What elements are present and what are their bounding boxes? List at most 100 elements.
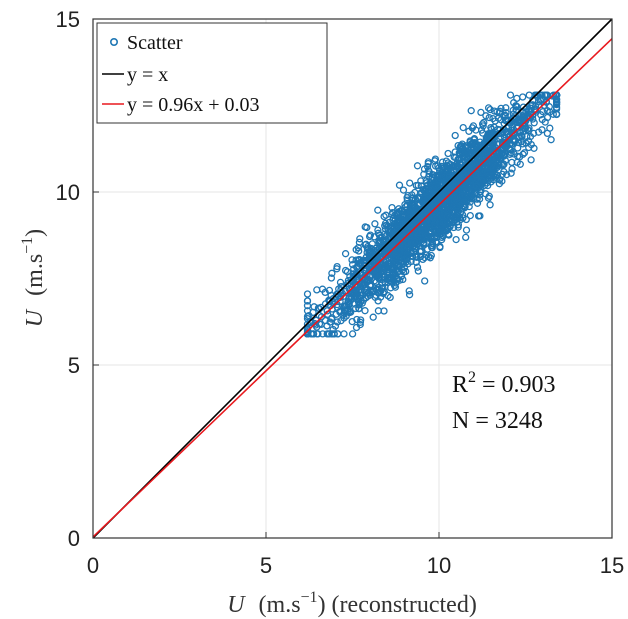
- scatter-point: [350, 290, 358, 298]
- x-tick-labels: 0 5 10 15: [87, 532, 624, 578]
- scatter-point: [413, 263, 422, 271]
- scatter-point: [404, 191, 412, 200]
- scatter-point: [439, 218, 447, 226]
- y-tick-label: 10: [56, 180, 80, 205]
- scatter-point: [451, 148, 459, 156]
- scatter-point: [357, 316, 365, 324]
- scatter-point: [449, 203, 457, 211]
- scatter-point: [474, 155, 482, 163]
- scatter-point: [539, 108, 547, 116]
- scatter-point: [401, 216, 409, 224]
- scatter-point: [420, 165, 429, 173]
- scatter-point: [317, 313, 326, 321]
- scatter-point: [466, 137, 474, 145]
- scatter-point: [456, 194, 465, 202]
- scatter-point: [403, 196, 411, 204]
- scatter-point: [438, 236, 446, 244]
- scatter-point: [336, 278, 345, 287]
- scatter-point: [361, 241, 369, 249]
- scatter-point: [489, 171, 497, 179]
- scatter-point: [327, 315, 336, 323]
- scatter-point: [459, 214, 467, 222]
- scatter-point: [423, 232, 431, 240]
- scatter-point: [399, 186, 408, 194]
- scatter-point: [388, 203, 396, 212]
- scatter-point: [353, 263, 362, 271]
- scatter-point: [543, 91, 551, 99]
- scatter-point: [369, 313, 377, 321]
- scatter-point: [527, 156, 535, 164]
- scatter-point: [403, 201, 411, 209]
- scatter-point: [492, 164, 501, 172]
- scatter-point: [425, 186, 433, 194]
- scatter-point: [511, 129, 519, 137]
- scatter-point: [445, 191, 454, 199]
- scatter-point: [474, 212, 483, 220]
- scatter-point: [344, 300, 353, 308]
- scatter-point: [434, 228, 443, 236]
- scatter-point: [333, 318, 341, 326]
- scatter-point: [390, 252, 399, 260]
- scatter-point: [496, 107, 504, 115]
- scatter-point: [355, 300, 363, 308]
- scatter-point: [405, 291, 414, 299]
- scatter-point: [469, 122, 478, 130]
- scatter-point: [303, 302, 312, 310]
- identity-line: [92, 18, 613, 539]
- scatter-point: [394, 219, 402, 228]
- scatter-point: [467, 159, 476, 168]
- scatter-point: [340, 330, 348, 338]
- scatter-point: [519, 93, 527, 101]
- scatter-point: [341, 266, 350, 275]
- scatter-point: [475, 195, 484, 203]
- scatter-point: [533, 91, 541, 99]
- x-tick-label: 15: [600, 553, 624, 578]
- scatter-point: [463, 148, 471, 157]
- scatter-point: [395, 205, 403, 213]
- scatter-point: [330, 330, 338, 338]
- legend: Scatter y = x y = 0.96x + 0.03: [96, 22, 328, 124]
- legend-label-fit: y = 0.96x + 0.03: [127, 94, 260, 116]
- scatter-point: [384, 265, 393, 274]
- scatter-point: [502, 104, 510, 112]
- scatter-point: [495, 150, 503, 158]
- scatter-point: [360, 256, 368, 265]
- scatter-point: [489, 114, 497, 123]
- y-tick-labels: 0 5 10 15: [56, 7, 99, 551]
- scatter-point: [473, 199, 482, 207]
- scatter-point: [421, 277, 429, 285]
- scatter-point: [500, 160, 508, 168]
- scatter-point: [412, 181, 420, 190]
- scatter-point: [475, 163, 483, 171]
- scatter-point: [428, 239, 437, 248]
- scatter-point: [413, 162, 422, 170]
- scatter-point: [487, 178, 495, 186]
- scatter-point: [525, 91, 533, 99]
- scatter-point: [362, 288, 370, 296]
- scatter-point: [507, 149, 515, 157]
- scatter-point: [552, 96, 561, 104]
- scatter-point: [430, 201, 438, 209]
- scatter-point: [333, 265, 341, 273]
- scatter-point: [462, 233, 470, 242]
- scatter-point: [462, 226, 471, 234]
- scatter-point: [424, 158, 432, 166]
- scatter-point: [444, 149, 452, 158]
- scatter-point: [476, 188, 484, 196]
- scatter-point: [371, 220, 379, 228]
- scatter-point: [374, 307, 383, 315]
- scatter-point: [509, 136, 517, 144]
- scatter-point: [401, 221, 410, 229]
- scatter-point: [522, 139, 530, 147]
- scatter-point: [355, 247, 363, 255]
- legend-marker-scatter: [110, 37, 119, 46]
- scatter-point: [343, 268, 352, 276]
- scatter-point: [356, 320, 364, 329]
- scatter-point: [403, 255, 411, 263]
- scatter-point: [450, 196, 458, 204]
- scatter-point: [490, 123, 498, 131]
- scatter-point: [395, 181, 404, 189]
- scatter-point: [397, 215, 406, 223]
- scatter-point: [447, 205, 455, 213]
- scatter-point: [406, 221, 414, 230]
